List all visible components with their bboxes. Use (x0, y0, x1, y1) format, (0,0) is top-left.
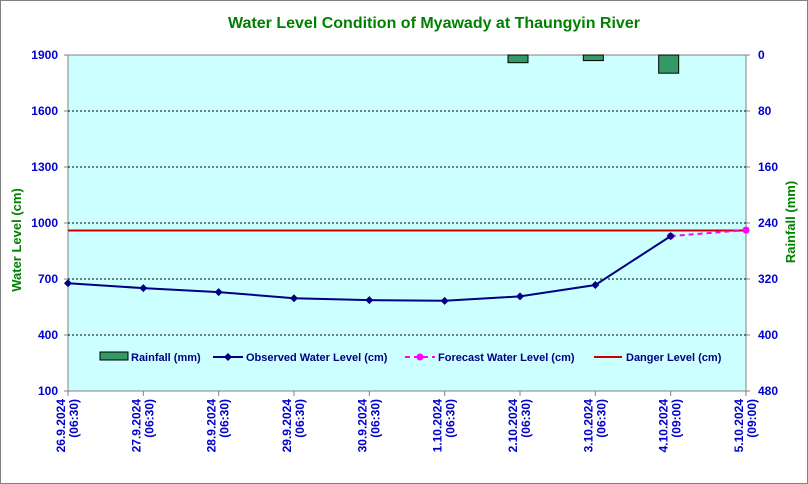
rainfall-bar (582, 54, 604, 62)
y2-axis-title: Rainfall (mm) (783, 181, 798, 263)
legend-observed-label: Observed Water Level (cm) (246, 352, 388, 364)
x-tick-date: 27.9.2024 (129, 399, 143, 453)
y-tick-label: 100 (38, 384, 58, 398)
x-tick-date: 26.9.2024 (54, 399, 68, 453)
y-tick-label: 1300 (31, 160, 58, 174)
x-tick-label: 1.10.2024 (06:30) (431, 399, 458, 453)
y-tick-label: 400 (38, 328, 58, 342)
x-tick-label: 30.9.2024 (06:30) (355, 399, 382, 453)
legend: Rainfall (mm) Observed Water Level (cm) Fo… (99, 351, 722, 364)
observed-water-level-point (139, 284, 148, 293)
rainfall-bar (507, 54, 529, 64)
observed-water-level-point (214, 288, 223, 297)
x-tick-date: 4.10.2024 (657, 399, 671, 453)
legend-rainfall-label: Rainfall (mm) (131, 352, 201, 364)
left-axis-ticks: 1900 1600 1300 1000 700 400 100 (31, 48, 68, 398)
x-tick-label: 3.10.2024 (06:30) (581, 399, 608, 453)
y2-tick-label: 480 (758, 384, 778, 398)
x-tick-date: 28.9.2024 (205, 399, 219, 453)
legend-observed-marker (224, 353, 232, 361)
y-tick-label: 1900 (31, 48, 58, 62)
observed-water-level-point (440, 296, 449, 305)
x-tick-label: 27.9.2024 (06:30) (129, 399, 156, 453)
y2-tick-label: 80 (758, 104, 772, 118)
x-tick-time: (06:30) (594, 399, 608, 438)
x-tick-time: (06:30) (444, 399, 458, 438)
x-tick-date: 29.9.2024 (280, 399, 294, 453)
observed-water-level-point (516, 292, 524, 301)
x-tick-time: (06:30) (519, 399, 533, 438)
x-axis-ticks: 26.9.2024 (06:30) 27.9.2024 (06:30) 28.9.202… (54, 391, 759, 452)
series-lines (64, 226, 750, 305)
rainfall-bar (658, 54, 680, 74)
x-tick-label: 26.9.2024 (06:30) (54, 399, 81, 453)
x-tick-date: 1.10.2024 (431, 399, 445, 453)
x-tick-time: (06:30) (293, 399, 307, 438)
legend-forecast-marker (416, 353, 424, 361)
x-tick-label: 28.9.2024 (06:30) (205, 399, 232, 453)
forecast-water-level-point (742, 226, 750, 234)
gridlines (68, 110, 746, 336)
x-tick-label: 2.10.2024 (06:30) (506, 399, 533, 453)
legend-danger-label: Danger Level (cm) (626, 352, 722, 364)
forecast-water-level-line (670, 229, 747, 238)
x-tick-label: 5.10.2024 (09:00) (732, 399, 759, 453)
x-tick-date: 2.10.2024 (506, 399, 520, 453)
y2-tick-label: 160 (758, 160, 778, 174)
x-tick-time: (06:30) (142, 399, 156, 438)
rainfall-bars (507, 54, 680, 74)
y2-tick-label: 0 (758, 48, 765, 62)
x-tick-date: 30.9.2024 (355, 399, 369, 453)
x-tick-time: (06:30) (218, 399, 232, 438)
chart-title: Water Level Condition of Myawady at Thau… (228, 15, 640, 32)
y2-tick-label: 320 (758, 272, 778, 286)
legend-rainfall-swatch (99, 351, 129, 361)
x-tick-time: (09:00) (745, 399, 759, 438)
right-axis-ticks: 0 80 160 240 320 400 480 (746, 48, 778, 398)
y-axis-title: Water Level (cm) (9, 188, 24, 292)
x-tick-label: 29.9.2024 (06:30) (280, 399, 307, 453)
y2-tick-label: 240 (758, 216, 778, 230)
y2-tick-label: 400 (758, 328, 778, 342)
observed-water-level-point (365, 296, 374, 305)
observed-water-level-point (666, 232, 675, 241)
x-tick-time: (06:30) (67, 399, 81, 438)
x-tick-date: 5.10.2024 (732, 399, 746, 453)
x-tick-label: 4.10.2024 (09:00) (657, 399, 684, 453)
observed-water-level-point (64, 279, 72, 288)
observed-water-level-point (290, 294, 298, 303)
y-tick-label: 700 (38, 272, 58, 286)
y-tick-label: 1000 (31, 216, 58, 230)
x-tick-time: (06:30) (368, 399, 382, 438)
x-tick-date: 3.10.2024 (581, 399, 595, 453)
x-tick-time: (09:00) (670, 399, 684, 438)
observed-water-level-point (591, 280, 600, 289)
legend-forecast-label: Forecast Water Level (cm) (438, 352, 575, 364)
y-tick-label: 1600 (31, 104, 58, 118)
